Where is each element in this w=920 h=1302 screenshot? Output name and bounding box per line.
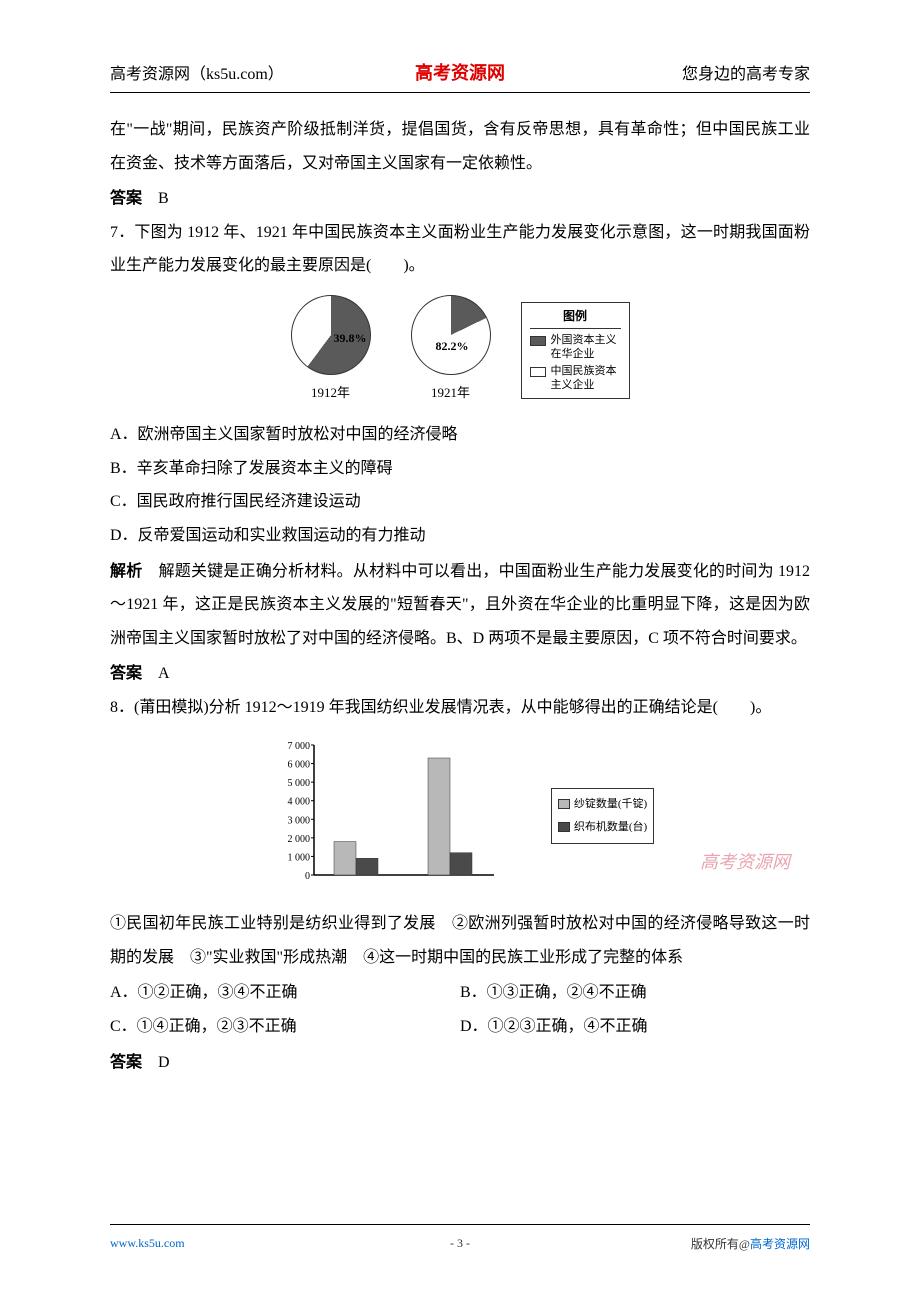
option-d: D．反帝爱国运动和实业救国运动的有力推动 bbox=[110, 519, 810, 553]
answer-6: 答案 B bbox=[110, 182, 810, 216]
header-right: 您身边的高考专家 bbox=[682, 60, 810, 84]
svg-text:4 000: 4 000 bbox=[287, 796, 310, 807]
answer-label: 答案 bbox=[110, 190, 142, 207]
svg-text:2 000: 2 000 bbox=[287, 833, 310, 844]
answer-label: 答案 bbox=[110, 1054, 142, 1071]
answer-label: 答案 bbox=[110, 665, 142, 682]
q8-statements: ①民国初年民族工业特别是纺织业得到了发展 ②欧洲列强暂时放松对中国的经济侵略导致… bbox=[110, 907, 810, 974]
q8-stem: 8．(莆田模拟)分析 1912～1919 年我国纺织业发展情况表，从中能够得出的… bbox=[110, 691, 810, 725]
pie-legend: 图例 外国资本主义在华企业 中国民族资本主义企业 bbox=[521, 302, 630, 399]
option-d: D．①②③正确，④不正确 bbox=[460, 1010, 810, 1044]
option-a: A．①②正确，③④不正确 bbox=[110, 976, 460, 1010]
legend-label: 外国资本主义在华企业 bbox=[551, 333, 621, 362]
answer-7: 答案 A bbox=[110, 657, 810, 691]
svg-text:7 000: 7 000 bbox=[287, 741, 310, 752]
analysis-label: 解析 bbox=[110, 563, 142, 580]
page-header: 高考资源网（ks5u.com） 高考资源网 您身边的高考专家 bbox=[110, 60, 810, 93]
answer-value: B bbox=[158, 190, 169, 207]
pie-1921: 82.2% 1921年 bbox=[411, 295, 491, 406]
option-a: A．欧洲帝国主义国家暂时放松对中国的经济侵略 bbox=[110, 418, 810, 452]
legend-label: 中国民族资本主义企业 bbox=[551, 364, 621, 393]
pie-year-label: 1921年 bbox=[411, 379, 491, 406]
analysis-text: 解题关键是正确分析材料。从材料中可以看出，中国面粉业生产能力发展变化的时间为 1… bbox=[110, 563, 810, 647]
pie-1912: 39.8% 1912年 bbox=[291, 295, 371, 406]
option-c: C．①④正确，②③不正确 bbox=[110, 1010, 460, 1044]
legend-title: 图例 bbox=[530, 307, 621, 329]
header-left: 高考资源网（ks5u.com） bbox=[110, 60, 284, 84]
page-number: - 3 - bbox=[450, 1236, 470, 1251]
svg-text:1 000: 1 000 bbox=[287, 852, 310, 863]
bar-legend-label: 纱锭数量(千锭) bbox=[574, 793, 647, 816]
legend-swatch bbox=[530, 367, 546, 377]
legend-swatch bbox=[530, 336, 546, 346]
svg-text:0: 0 bbox=[305, 871, 310, 882]
q7-pie-chart: 39.8% 1912年 82.2% 1921年 图例 外国资本主义在华企业 中国… bbox=[110, 295, 810, 406]
bar-legend: 纱锭数量(千锭) 织布机数量(台) bbox=[551, 788, 654, 844]
svg-text:5 000: 5 000 bbox=[287, 778, 310, 789]
footer-url: www.ks5u.com bbox=[110, 1236, 185, 1251]
q8-options: A．①②正确，③④不正确 B．①③正确，②④不正确 C．①④正确，②③不正确 D… bbox=[110, 976, 810, 1043]
bar-legend-swatch bbox=[558, 799, 570, 809]
answer-8: 答案 D bbox=[110, 1046, 810, 1080]
q7-stem: 7．下图为 1912 年、1921 年中国民族资本主义面粉业生产能力发展变化示意… bbox=[110, 216, 810, 283]
answer-value: D bbox=[158, 1054, 170, 1071]
bar-legend-swatch bbox=[558, 822, 570, 832]
svg-text:3 000: 3 000 bbox=[287, 815, 310, 826]
q7-options: A．欧洲帝国主义国家暂时放松对中国的经济侵略 B．辛亥革命扫除了发展资本主义的障… bbox=[110, 418, 810, 552]
intro-paragraph: 在"一战"期间，民族资产阶级抵制洋货，提倡国货，含有反帝思想，具有革命性；但中国… bbox=[110, 113, 810, 180]
svg-text:6 000: 6 000 bbox=[287, 759, 310, 770]
pie-year-label: 1912年 bbox=[291, 379, 371, 406]
option-b: B．辛亥革命扫除了发展资本主义的障碍 bbox=[110, 452, 810, 486]
bar-chart-svg: 0 1 000 2 000 3 000 4 000 5 000 6 000 7 000 bbox=[266, 735, 526, 885]
option-c: C．国民政府推行国民经济建设运动 bbox=[110, 485, 810, 519]
answer-value: A bbox=[158, 665, 170, 682]
watermark-text: 高考资源网 bbox=[700, 848, 790, 874]
document-body: 在"一战"期间，民族资产阶级抵制洋货，提倡国货，含有反帝思想，具有革命性；但中国… bbox=[110, 113, 810, 1079]
header-center-title: 高考资源网 bbox=[415, 59, 505, 85]
bar-legend-label: 织布机数量(台) bbox=[574, 816, 647, 839]
option-b: B．①③正确，②④不正确 bbox=[460, 976, 810, 1010]
footer-copyright: 版权所有@高考资源网 bbox=[691, 1235, 810, 1252]
page-footer: www.ks5u.com - 3 - 版权所有@高考资源网 bbox=[110, 1224, 810, 1252]
q7-analysis: 解析 解题关键是正确分析材料。从材料中可以看出，中国面粉业生产能力发展变化的时间… bbox=[110, 555, 810, 656]
